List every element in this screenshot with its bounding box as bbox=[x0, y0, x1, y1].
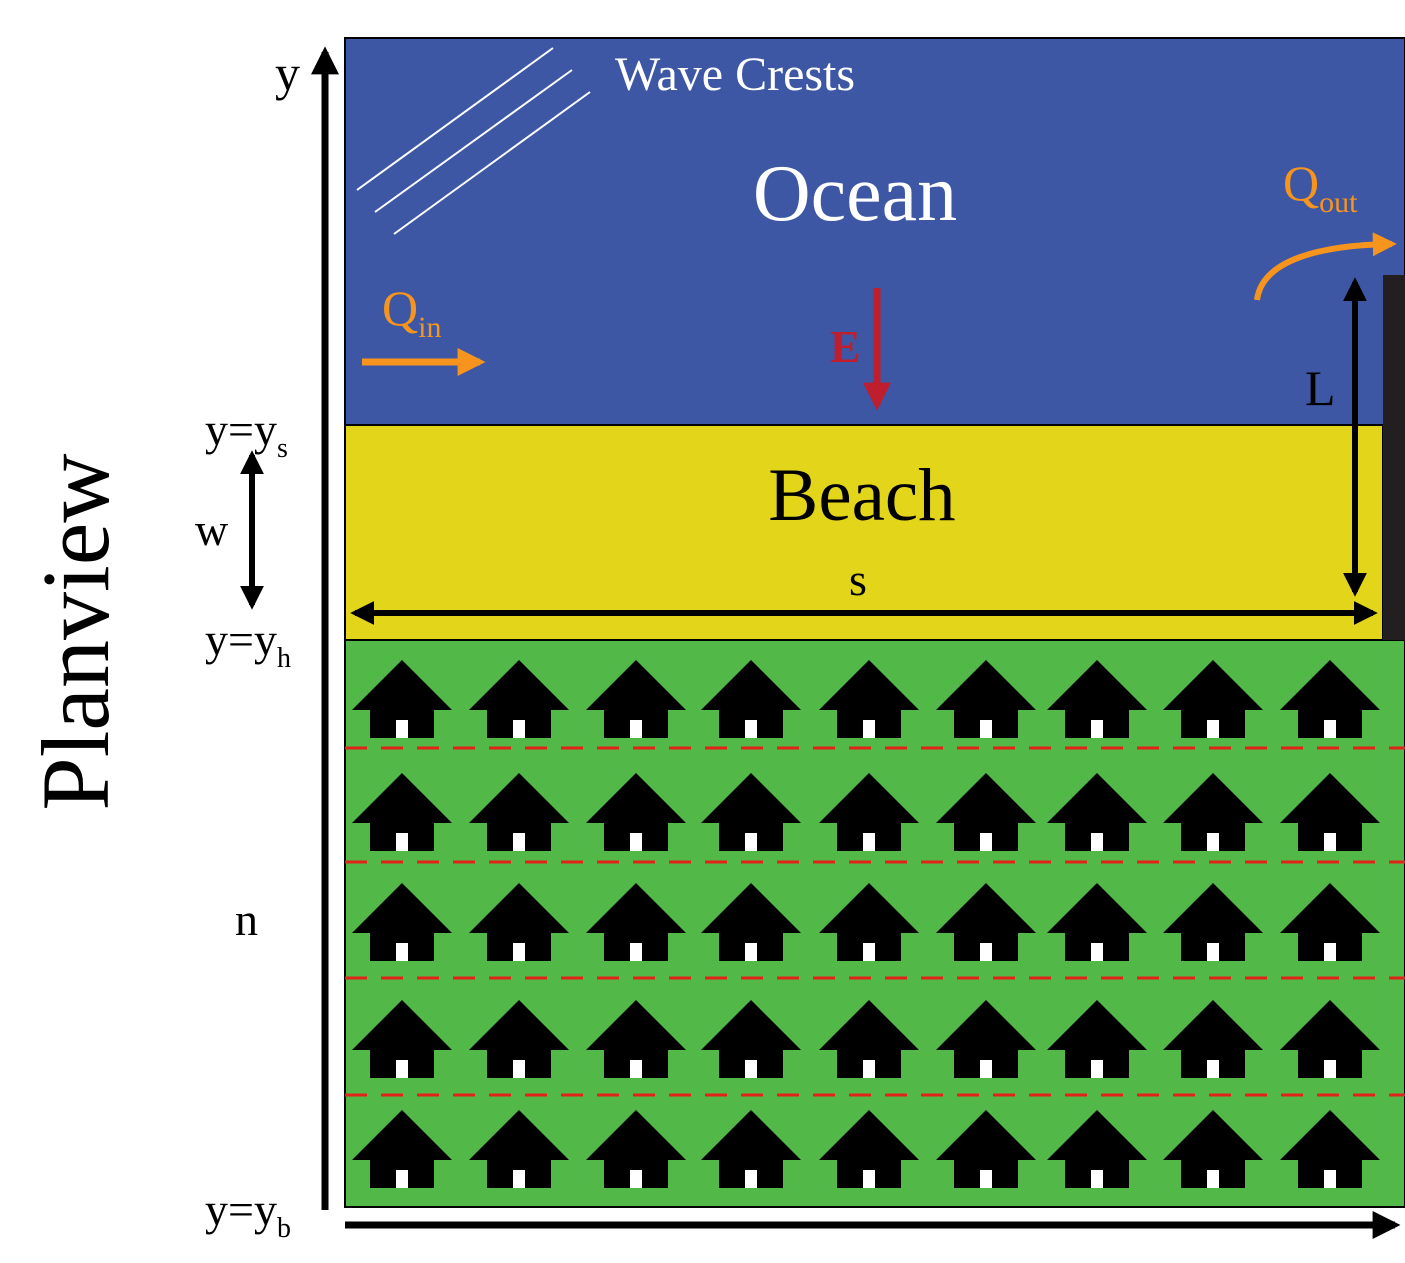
house-door bbox=[1091, 1060, 1103, 1078]
house-door bbox=[1091, 1170, 1103, 1188]
house-door bbox=[630, 720, 642, 738]
house-door bbox=[980, 1170, 992, 1188]
q-symbol: Q bbox=[382, 280, 418, 336]
y-axis-label: y bbox=[275, 45, 300, 101]
s-label: s bbox=[849, 554, 867, 605]
house-door bbox=[863, 833, 875, 851]
house-door bbox=[630, 833, 642, 851]
house-door bbox=[513, 833, 525, 851]
house-door bbox=[1091, 943, 1103, 961]
house-door bbox=[1207, 1060, 1219, 1078]
level-label: y=yb bbox=[205, 1184, 291, 1244]
level-subscript: h bbox=[277, 643, 291, 674]
house-door bbox=[1207, 943, 1219, 961]
house-door bbox=[1207, 833, 1219, 851]
house-door bbox=[513, 1170, 525, 1188]
house-door bbox=[863, 1060, 875, 1078]
house-door bbox=[1207, 1170, 1219, 1188]
house-door bbox=[396, 720, 408, 738]
q-symbol: Q bbox=[1283, 155, 1319, 211]
house-door bbox=[745, 1060, 757, 1078]
house-door bbox=[1324, 943, 1336, 961]
house-door bbox=[745, 943, 757, 961]
l-label: L bbox=[1305, 360, 1336, 416]
level-text: y=y bbox=[205, 1184, 277, 1235]
q-subscript: out bbox=[1319, 186, 1358, 219]
ocean-label: Ocean bbox=[753, 150, 957, 238]
seawall bbox=[1383, 275, 1405, 640]
house-door bbox=[630, 943, 642, 961]
house-door bbox=[863, 720, 875, 738]
house-door bbox=[396, 943, 408, 961]
house-door bbox=[745, 1170, 757, 1188]
level-text: y=y bbox=[205, 614, 277, 665]
level-subscript: b bbox=[277, 1213, 291, 1244]
house-door bbox=[745, 833, 757, 851]
house-door bbox=[630, 1060, 642, 1078]
house-door bbox=[980, 720, 992, 738]
house-door bbox=[1091, 833, 1103, 851]
house-door bbox=[1324, 720, 1336, 738]
house-door bbox=[745, 720, 757, 738]
level-subscript: s bbox=[277, 433, 288, 464]
house-door bbox=[1207, 720, 1219, 738]
house-door bbox=[1324, 1060, 1336, 1078]
n-label: n bbox=[235, 894, 258, 945]
wave-crests-label: Wave Crests bbox=[615, 48, 855, 101]
planview-diagram: Wave Crests Ocean Beach Qin Qout E L s w… bbox=[0, 0, 1405, 1263]
w-label: w bbox=[195, 504, 229, 555]
q-subscript: in bbox=[418, 311, 441, 344]
level-text: y=y bbox=[205, 404, 277, 455]
level-label: y=yh bbox=[205, 614, 291, 674]
beach-label: Beach bbox=[768, 454, 955, 537]
house-door bbox=[1324, 833, 1336, 851]
house-door bbox=[863, 1170, 875, 1188]
x-axis-label: x bbox=[1385, 1245, 1405, 1263]
house-door bbox=[396, 833, 408, 851]
house-door bbox=[980, 1060, 992, 1078]
house-door bbox=[513, 943, 525, 961]
house-door bbox=[1324, 1170, 1336, 1188]
level-label: y=ys bbox=[205, 404, 288, 464]
house-door bbox=[863, 943, 875, 961]
energy-label: E bbox=[830, 321, 861, 372]
house-door bbox=[630, 1170, 642, 1188]
house-door bbox=[980, 943, 992, 961]
house-door bbox=[1091, 720, 1103, 738]
house-door bbox=[513, 720, 525, 738]
house-door bbox=[396, 1170, 408, 1188]
planview-title: Planview bbox=[22, 453, 129, 810]
house-door bbox=[396, 1060, 408, 1078]
house-door bbox=[980, 833, 992, 851]
house-door bbox=[513, 1060, 525, 1078]
